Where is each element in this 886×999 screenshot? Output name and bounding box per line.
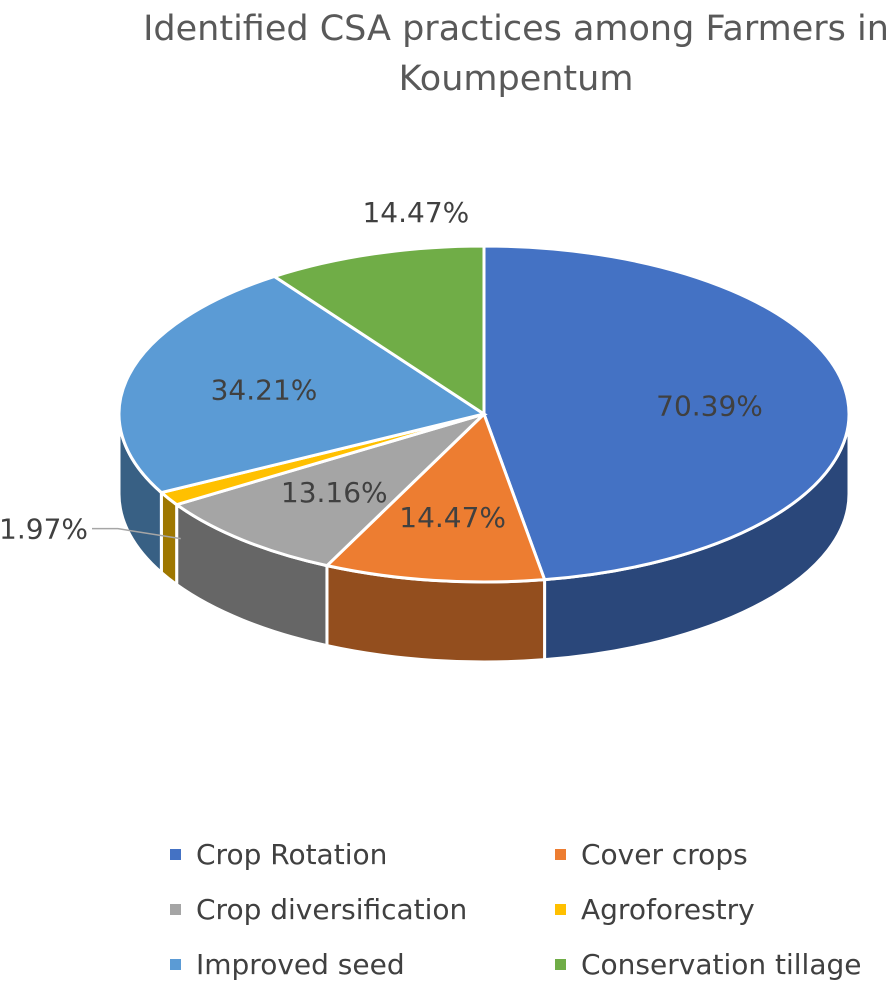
- legend-swatch-crop-rotation: [170, 849, 181, 860]
- data-label-crop-diversification: 13.16%: [281, 476, 388, 509]
- leader-line-agroforestry: [92, 527, 181, 540]
- legend-label-conservation-tillage: Conservation tillage: [581, 948, 862, 981]
- pie-labels: 70.39% 14.47% 13.16% 1.97% 34.21% 14.47%: [0, 196, 763, 546]
- legend-item-cover-crops: Cover crops: [555, 838, 748, 871]
- data-label-conservation-tillage: 14.47%: [362, 196, 469, 229]
- legend-item-improved-seed: Improved seed: [170, 948, 405, 981]
- legend-item-agroforestry: Agroforestry: [555, 893, 755, 926]
- legend-swatch-improved-seed: [170, 959, 181, 970]
- pie-slice-crop-rotation: [482, 244, 851, 582]
- data-label-cover-crops: 14.47%: [399, 501, 506, 534]
- legend-item-conservation-tillage: Conservation tillage: [555, 948, 862, 981]
- pie-slice-cover-crops: [323, 411, 547, 584]
- data-label-crop-rotation: 70.39%: [656, 389, 763, 422]
- legend-swatch-cover-crops: [555, 849, 566, 860]
- data-label-agroforestry: 1.97%: [0, 513, 88, 546]
- chart-title-line-2: Koumpentum: [398, 59, 634, 99]
- pie-tops: [117, 244, 851, 584]
- pie-slice-crop-diversification: [173, 412, 486, 568]
- legend-label-crop-diversification: Crop diversification: [196, 893, 468, 926]
- data-label-improved-seed: 34.21%: [211, 374, 318, 407]
- legend-swatch-conservation-tillage: [555, 959, 566, 970]
- legend-item-crop-diversification: Crop diversification: [170, 893, 467, 926]
- legend-label-cover-crops: Cover crops: [581, 838, 748, 871]
- legend-item-crop-rotation: Crop Rotation: [170, 838, 387, 871]
- pie-slice-conservation-tillage: [271, 244, 486, 417]
- pie-slice-improved-seed: [117, 274, 488, 495]
- chart-title: Identified CSA practices among Farmers i…: [100, 4, 886, 104]
- chart-title-line-1: Identified CSA practices among Farmers i…: [143, 9, 886, 49]
- legend-label-improved-seed: Improved seed: [196, 948, 405, 981]
- legend-label-crop-rotation: Crop Rotation: [196, 838, 388, 871]
- pie-side-agroforestry: [159, 489, 179, 588]
- legend-swatch-agroforestry: [555, 904, 566, 915]
- legend-label-agroforestry: Agroforestry: [581, 893, 755, 926]
- legend-swatch-crop-diversification: [170, 904, 181, 915]
